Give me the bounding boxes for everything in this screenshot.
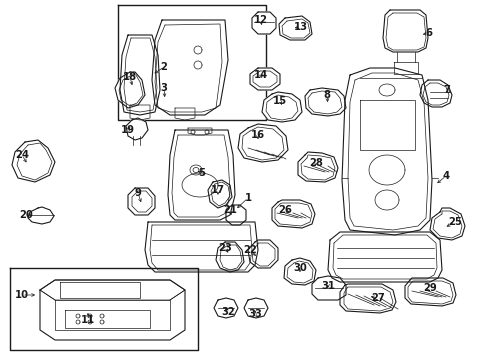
Polygon shape <box>126 118 148 140</box>
Polygon shape <box>284 258 315 285</box>
Polygon shape <box>40 280 184 340</box>
Polygon shape <box>216 242 244 272</box>
Text: 16: 16 <box>250 130 264 140</box>
Polygon shape <box>271 200 314 228</box>
Text: 12: 12 <box>253 15 267 25</box>
Polygon shape <box>341 68 431 235</box>
Text: 13: 13 <box>293 22 307 32</box>
Polygon shape <box>262 92 302 122</box>
Text: 6: 6 <box>425 28 431 38</box>
Text: 14: 14 <box>253 70 267 80</box>
Polygon shape <box>297 152 337 182</box>
Polygon shape <box>28 207 54 224</box>
Polygon shape <box>339 284 395 313</box>
Polygon shape <box>404 278 455 306</box>
Polygon shape <box>311 276 346 300</box>
Polygon shape <box>12 140 55 182</box>
Text: 11: 11 <box>81 315 95 325</box>
Text: 22: 22 <box>243 245 256 255</box>
Text: 28: 28 <box>308 158 322 168</box>
Text: 5: 5 <box>198 168 205 178</box>
Polygon shape <box>382 10 427 52</box>
Polygon shape <box>120 35 160 115</box>
Polygon shape <box>118 5 265 120</box>
Polygon shape <box>145 222 258 272</box>
Text: 24: 24 <box>15 150 29 160</box>
Polygon shape <box>251 12 275 34</box>
Text: 1: 1 <box>244 193 251 203</box>
Text: 23: 23 <box>218 243 231 253</box>
Polygon shape <box>225 205 245 225</box>
Polygon shape <box>128 188 155 215</box>
Polygon shape <box>279 16 311 40</box>
Text: 33: 33 <box>247 309 262 319</box>
Polygon shape <box>207 180 231 208</box>
Polygon shape <box>419 80 451 107</box>
Polygon shape <box>327 232 441 282</box>
Text: 27: 27 <box>370 293 384 303</box>
Text: 17: 17 <box>210 185 224 195</box>
Text: 9: 9 <box>134 188 141 198</box>
Polygon shape <box>244 298 267 318</box>
Polygon shape <box>238 124 287 162</box>
Text: 18: 18 <box>122 72 137 82</box>
Text: 21: 21 <box>223 205 237 215</box>
Text: 29: 29 <box>422 283 436 293</box>
Text: 19: 19 <box>121 125 135 135</box>
Polygon shape <box>152 20 227 115</box>
Polygon shape <box>429 208 464 240</box>
Text: 25: 25 <box>447 217 461 227</box>
Text: 4: 4 <box>442 171 448 181</box>
Text: 26: 26 <box>278 205 291 215</box>
Text: 15: 15 <box>272 96 286 106</box>
Text: 10: 10 <box>15 290 29 300</box>
Polygon shape <box>247 240 278 268</box>
Text: 31: 31 <box>320 281 334 291</box>
Text: 8: 8 <box>323 90 330 100</box>
Text: 2: 2 <box>160 62 167 72</box>
Polygon shape <box>214 298 238 318</box>
Text: 7: 7 <box>443 85 449 95</box>
Text: 20: 20 <box>19 210 33 220</box>
Polygon shape <box>10 268 198 350</box>
Polygon shape <box>168 130 235 220</box>
Text: 32: 32 <box>221 307 234 317</box>
Polygon shape <box>115 72 145 108</box>
Polygon shape <box>249 68 280 90</box>
Polygon shape <box>305 88 346 116</box>
Text: 30: 30 <box>292 263 306 273</box>
Text: 3: 3 <box>160 83 167 93</box>
